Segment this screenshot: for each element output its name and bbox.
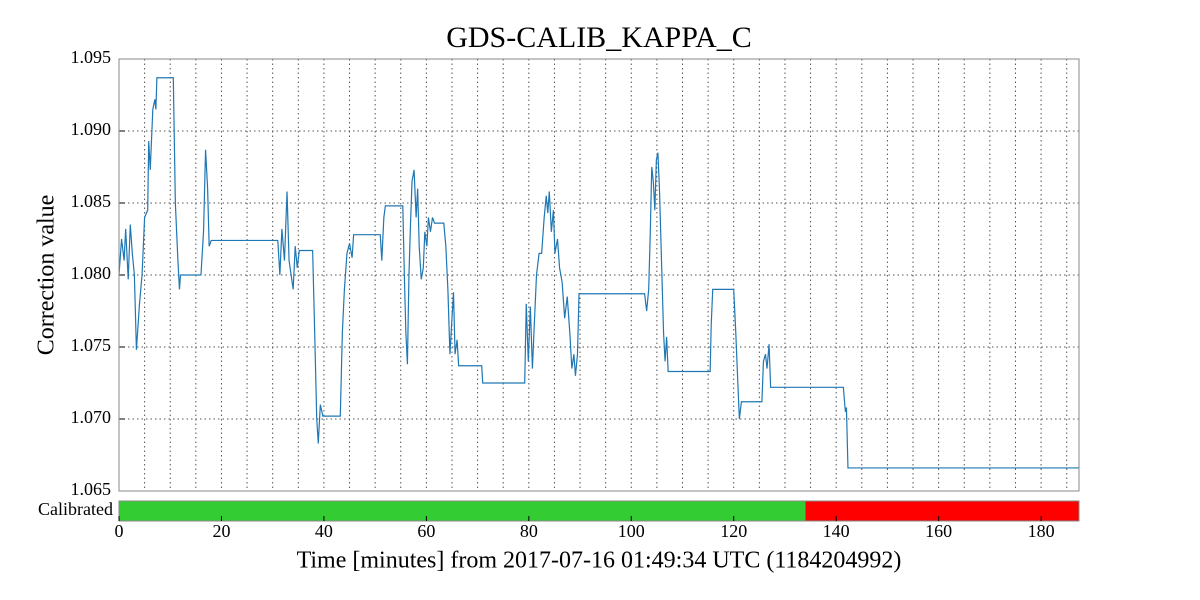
state-segment xyxy=(119,501,806,521)
plot-frame xyxy=(118,58,1080,492)
x-tick-label: 100 xyxy=(618,521,645,541)
state-label: Calibrated xyxy=(38,499,113,519)
x-tick-label: 180 xyxy=(1028,521,1055,541)
y-tick-label: 1.075 xyxy=(71,335,112,355)
state-frame xyxy=(118,500,1080,522)
x-tick-label: 140 xyxy=(823,521,850,541)
y-tick-label: 1.065 xyxy=(71,479,112,499)
x-tick-label: 0 xyxy=(115,521,124,541)
y-axis-label: Correction value xyxy=(34,195,60,356)
x-tick-label: 120 xyxy=(720,521,747,541)
x-tick-label: 20 xyxy=(212,521,230,541)
y-tick-label: 1.095 xyxy=(71,47,112,67)
data-line xyxy=(118,77,1079,469)
y-tick-label: 1.070 xyxy=(71,407,112,427)
y-tick-label: 1.080 xyxy=(71,263,112,283)
chart-title: GDS-CALIB_KAPPA_C xyxy=(446,21,752,54)
x-tick-label: 160 xyxy=(925,521,952,541)
y-tick-label: 1.090 xyxy=(71,119,112,139)
x-axis-label: Time [minutes] from 2017-07-16 01:49:34 … xyxy=(297,548,902,574)
y-tick-label: 1.085 xyxy=(71,191,112,211)
x-tick-label: 60 xyxy=(417,521,435,541)
x-tick-label: 80 xyxy=(520,521,538,541)
x-tick-label: 40 xyxy=(315,521,333,541)
state-segment xyxy=(805,501,1079,521)
